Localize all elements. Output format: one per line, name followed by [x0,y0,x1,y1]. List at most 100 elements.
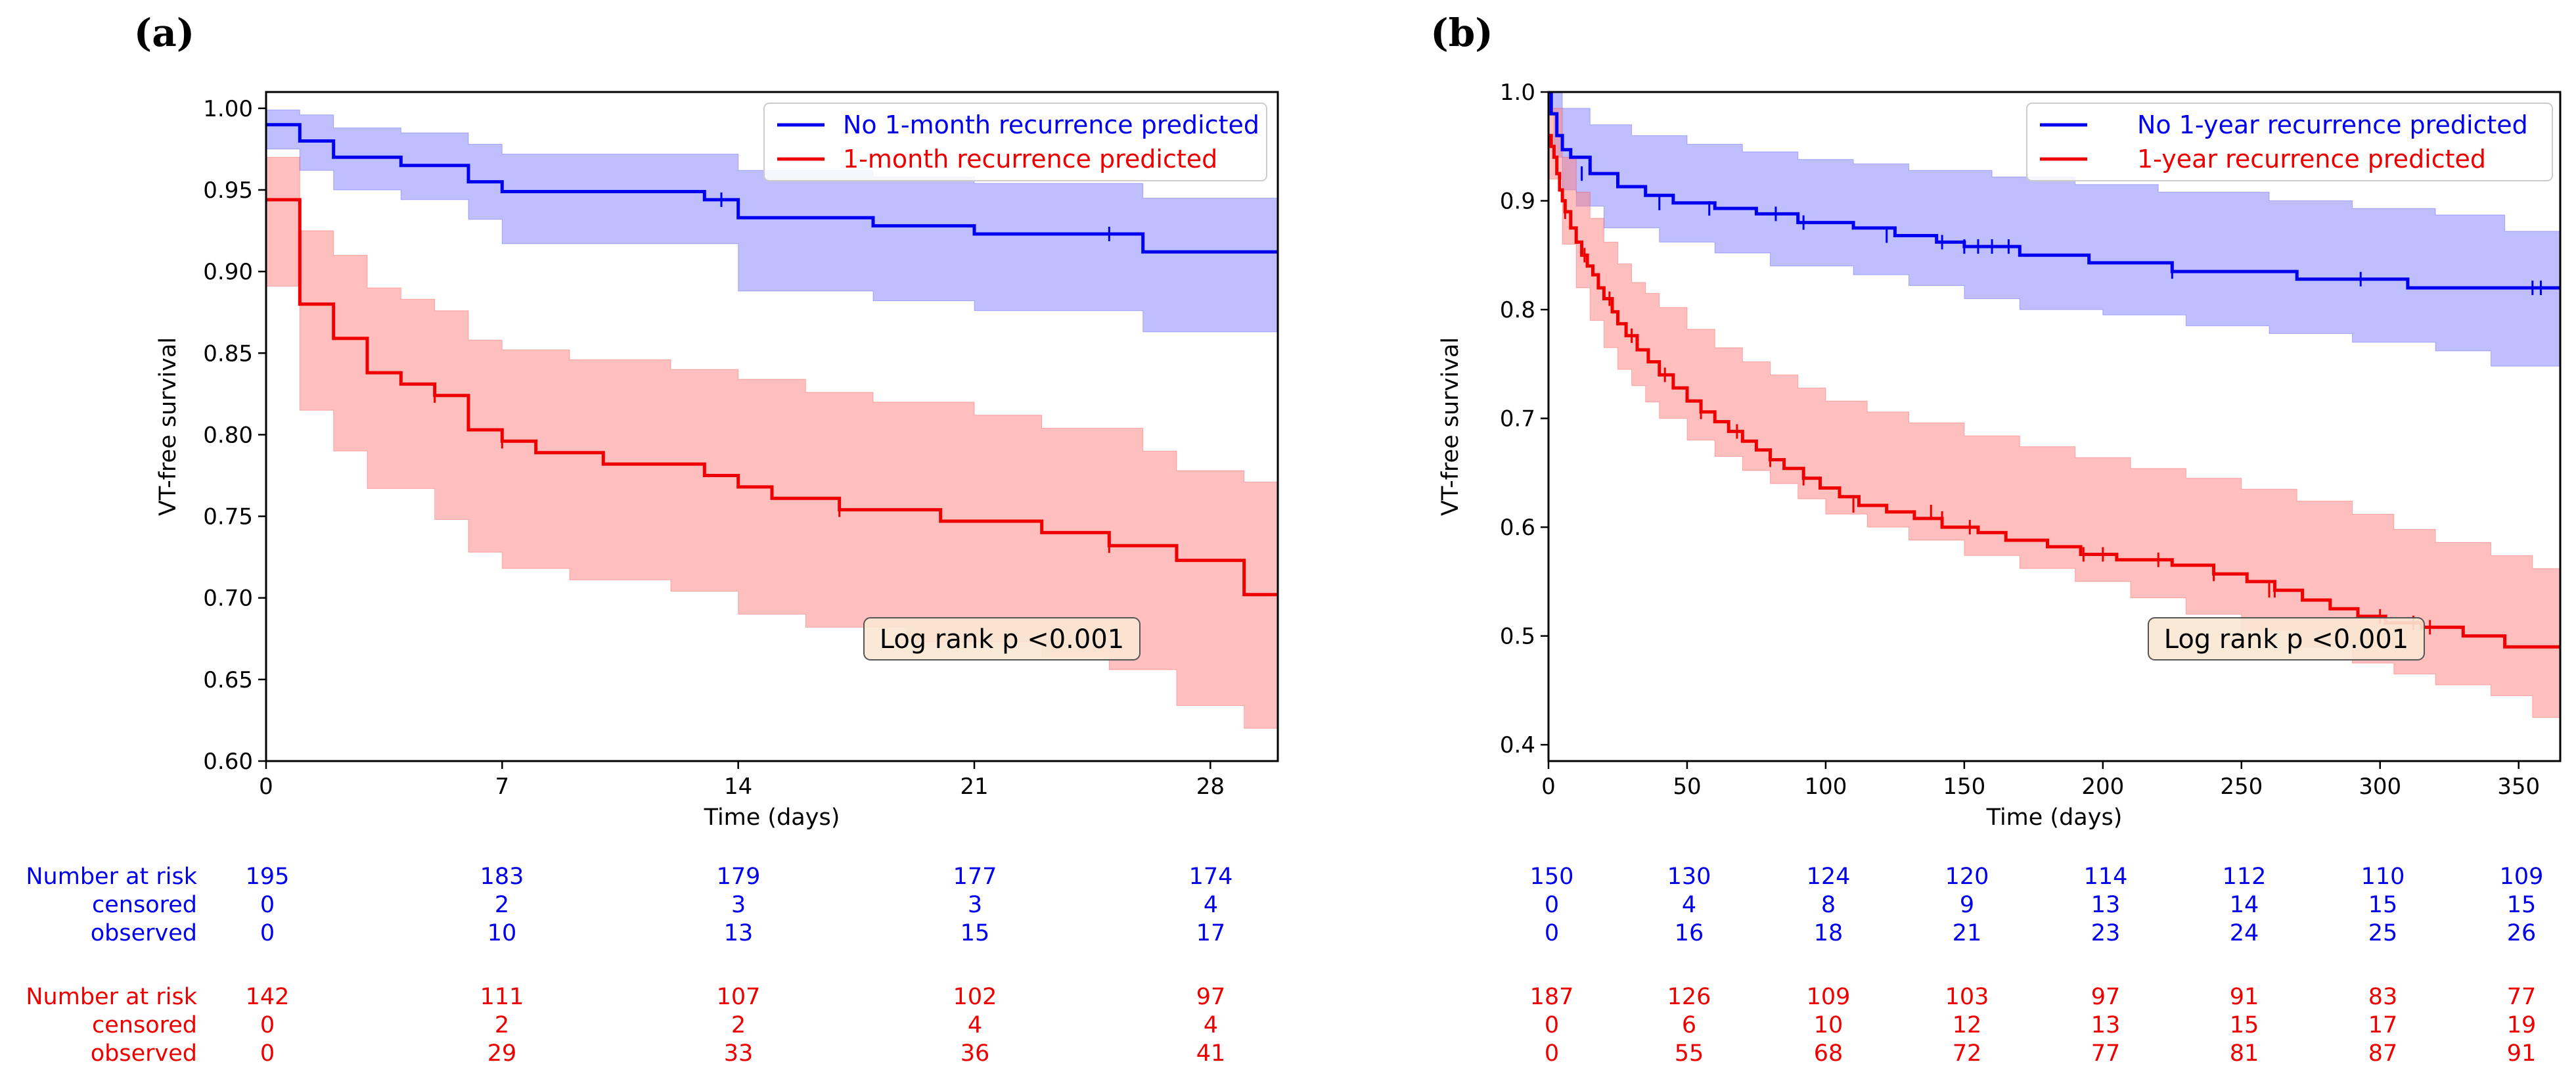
legend-box [763,103,1267,181]
y-tick-label: 0.80 [203,422,253,448]
y-tick-label: 0.6 [1500,515,1535,541]
log-rank-text: Log rank p <0.001 [2164,624,2408,655]
risk-value: 14 [2230,892,2259,918]
risk-value: 33 [724,1040,754,1067]
risk-value: 24 [2230,920,2259,946]
ci-band-recurrence [266,156,1278,729]
legend: No 1-month recurrence predicted 1-month r… [763,103,1267,181]
risk-value: 17 [2368,1012,2398,1038]
plot-frame [265,91,1279,762]
risk-value: 97 [2091,984,2121,1010]
risk-value: 21 [1953,920,1982,946]
risk-value: 120 [1945,864,1989,890]
risk-value: 36 [960,1040,990,1067]
survival-line-recurrence [1548,133,2560,649]
risk-value: 150 [1530,864,1574,890]
risk-value: 187 [1530,984,1574,1010]
risk-value: 83 [2368,984,2398,1010]
y-tick-label: 0.4 [1500,732,1535,758]
plot-frame [1547,91,2562,762]
x-tick-label: 100 [1804,774,1847,800]
risk-value: 2 [495,892,509,918]
risk-value: 4 [1204,892,1218,918]
survival-line-recurrence [266,198,1278,597]
risk-value: 77 [2091,1040,2121,1067]
risk-value: 107 [717,984,761,1010]
x-tick-label: 0 [259,774,273,800]
y-axis-label: VT-free survival [1437,337,1464,516]
risk-value: 109 [2500,864,2544,890]
risk-row-label: observed [91,920,197,946]
risk-value: 10 [487,920,517,946]
risk-value: 2 [731,1012,746,1038]
badge-box [863,617,1141,661]
risk-value: 112 [2223,864,2267,890]
y-tick-label: 0.60 [203,749,253,775]
risk-value: 102 [953,984,997,1010]
risk-value: 19 [2507,1012,2537,1038]
y-tick-label: 1.0 [1500,80,1535,106]
panel-a: (a) 0 7 14 21 28 0.60 0.65 0.70 0.75 0.80 0.85 0.90 0… [26,11,1279,1067]
risk-value: 91 [2507,1040,2537,1067]
risk-value: 195 [246,864,290,890]
y-tick-label: 0.8 [1500,297,1535,323]
risk-value: 16 [1675,920,1704,946]
risk-value: 13 [724,920,754,946]
ci-band-no-recurrence [1548,92,2560,367]
plot-area [266,109,1278,729]
risk-value: 87 [2368,1040,2398,1067]
risk-value: 23 [2091,920,2121,946]
risk-row-label: Number at risk [26,984,197,1010]
x-tick-label: 0 [1541,774,1556,800]
risk-value: 68 [1814,1040,1843,1067]
risk-row-label: observed [91,1040,197,1067]
risk-value: 29 [487,1040,517,1067]
risk-value: 72 [1953,1040,1982,1067]
x-tick-label: 14 [724,774,752,800]
y-tick-label: 0.65 [203,667,253,693]
y-tick-label: 0.9 [1500,189,1535,215]
x-tick-label: 350 [2497,774,2540,800]
risk-value: 179 [717,864,761,890]
plot-area [1548,92,2560,718]
risk-value: 41 [1196,1040,1226,1067]
risk-value: 10 [1814,1012,1843,1038]
risk-value: 97 [1196,984,1226,1010]
log-rank-badge: Log rank p <0.001 [2148,617,2425,661]
risk-value: 25 [2368,920,2398,946]
x-axis-label: Time (days) [1986,804,2123,831]
risk-value: 110 [2361,864,2405,890]
risk-value: 55 [1675,1040,1704,1067]
legend-entry: No 1-month recurrence predicted [843,110,1259,139]
risk-value: 4 [1204,1012,1218,1038]
risk-value: 17 [1196,920,1226,946]
risk-value: 12 [1953,1012,1982,1038]
x-tick-label: 21 [960,774,988,800]
risk-value: 13 [2091,1012,2121,1038]
risk-value: 0 [1545,1012,1559,1038]
risk-value: 183 [480,864,524,890]
risk-value: 3 [968,892,982,918]
legend-entry: 1-month recurrence predicted [843,145,1217,174]
panel-label: (b) [1430,11,1493,55]
panel-label: (a) [134,11,194,55]
log-rank-text: Log rank p <0.001 [880,624,1124,655]
log-rank-badge: Log rank p <0.001 [863,617,1141,661]
risk-value: 6 [1682,1012,1696,1038]
risk-value: 18 [1814,920,1843,946]
risk-value: 13 [2091,892,2121,918]
risk-value: 177 [953,864,997,890]
ci-band-recurrence [1548,108,2560,718]
risk-value: 0 [260,892,275,918]
risk-value: 4 [968,1012,982,1038]
y-tick-label: 0.85 [203,340,253,367]
risk-value: 15 [2507,892,2537,918]
y-tick-label: 1.00 [203,96,253,122]
legend-box [2026,103,2553,181]
legend-entry: No 1-year recurrence predicted [2137,110,2528,139]
badge-box [2148,617,2425,661]
risk-value: 130 [1667,864,1711,890]
